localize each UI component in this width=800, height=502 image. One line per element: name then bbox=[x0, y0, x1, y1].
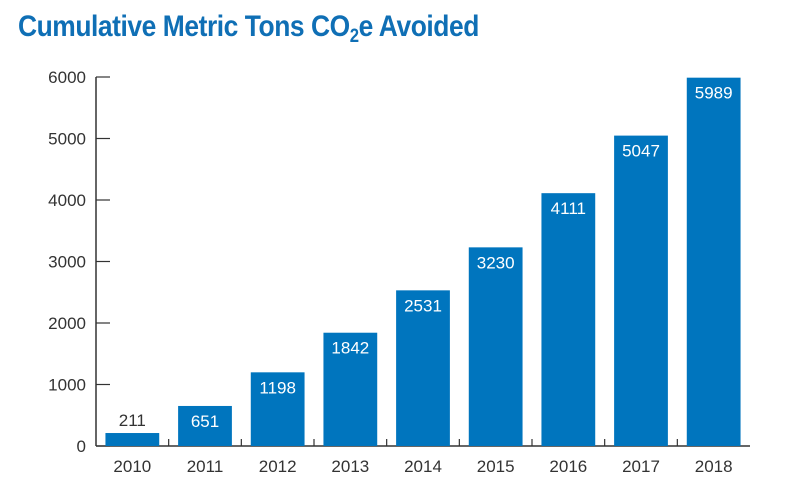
data-label: 5047 bbox=[622, 142, 660, 161]
data-label: 211 bbox=[119, 411, 146, 430]
bar bbox=[178, 405, 232, 446]
y-tick-label: 0 bbox=[77, 437, 86, 456]
data-label: 2531 bbox=[404, 296, 442, 315]
bar bbox=[105, 433, 160, 446]
data-label: 3230 bbox=[477, 253, 515, 272]
bar bbox=[323, 332, 378, 446]
y-tick-label: 6000 bbox=[48, 68, 86, 87]
y-tick-label: 4000 bbox=[48, 191, 86, 210]
data-label: 5989 bbox=[695, 84, 733, 103]
data-label: 651 bbox=[191, 412, 219, 431]
bar bbox=[250, 372, 305, 446]
y-tick-label: 5000 bbox=[48, 130, 86, 149]
x-tick-label: 2018 bbox=[695, 457, 733, 476]
y-tick-label: 3000 bbox=[48, 253, 86, 272]
chart-title: Cumulative Metric Tons CO2e Avoided bbox=[18, 10, 480, 47]
data-label: 1842 bbox=[331, 339, 369, 358]
y-tick-label: 1000 bbox=[48, 376, 86, 395]
data-label: 1198 bbox=[259, 378, 296, 397]
y-axis: 0 1000 2000 3000 4000 5000 6000 bbox=[48, 68, 110, 456]
chart-title-tail: e Avoided bbox=[358, 10, 480, 43]
bar bbox=[541, 193, 596, 446]
chart-title-subscript: 2 bbox=[349, 26, 359, 47]
y-tick-label: 2000 bbox=[48, 314, 86, 333]
x-tick-label: 2011 bbox=[187, 457, 224, 476]
data-label: 4111 bbox=[551, 199, 586, 218]
x-tick-label: 2016 bbox=[549, 457, 587, 476]
x-tick-label: 2014 bbox=[404, 457, 442, 476]
x-tick-label: 2013 bbox=[331, 457, 369, 476]
x-tick-label: 2010 bbox=[113, 457, 151, 476]
bar bbox=[468, 247, 523, 446]
x-tick-label: 2015 bbox=[477, 457, 515, 476]
bar bbox=[614, 135, 668, 446]
bar bbox=[686, 77, 741, 446]
bars: 211 651 1198 1842 2531 3230 4111 5047 5989 bbox=[105, 77, 741, 446]
bar bbox=[396, 290, 450, 446]
x-tick-label: 2012 bbox=[259, 457, 297, 476]
chart-title-main: Cumulative Metric Tons CO bbox=[18, 10, 350, 43]
x-tick-label: 2017 bbox=[622, 457, 660, 476]
